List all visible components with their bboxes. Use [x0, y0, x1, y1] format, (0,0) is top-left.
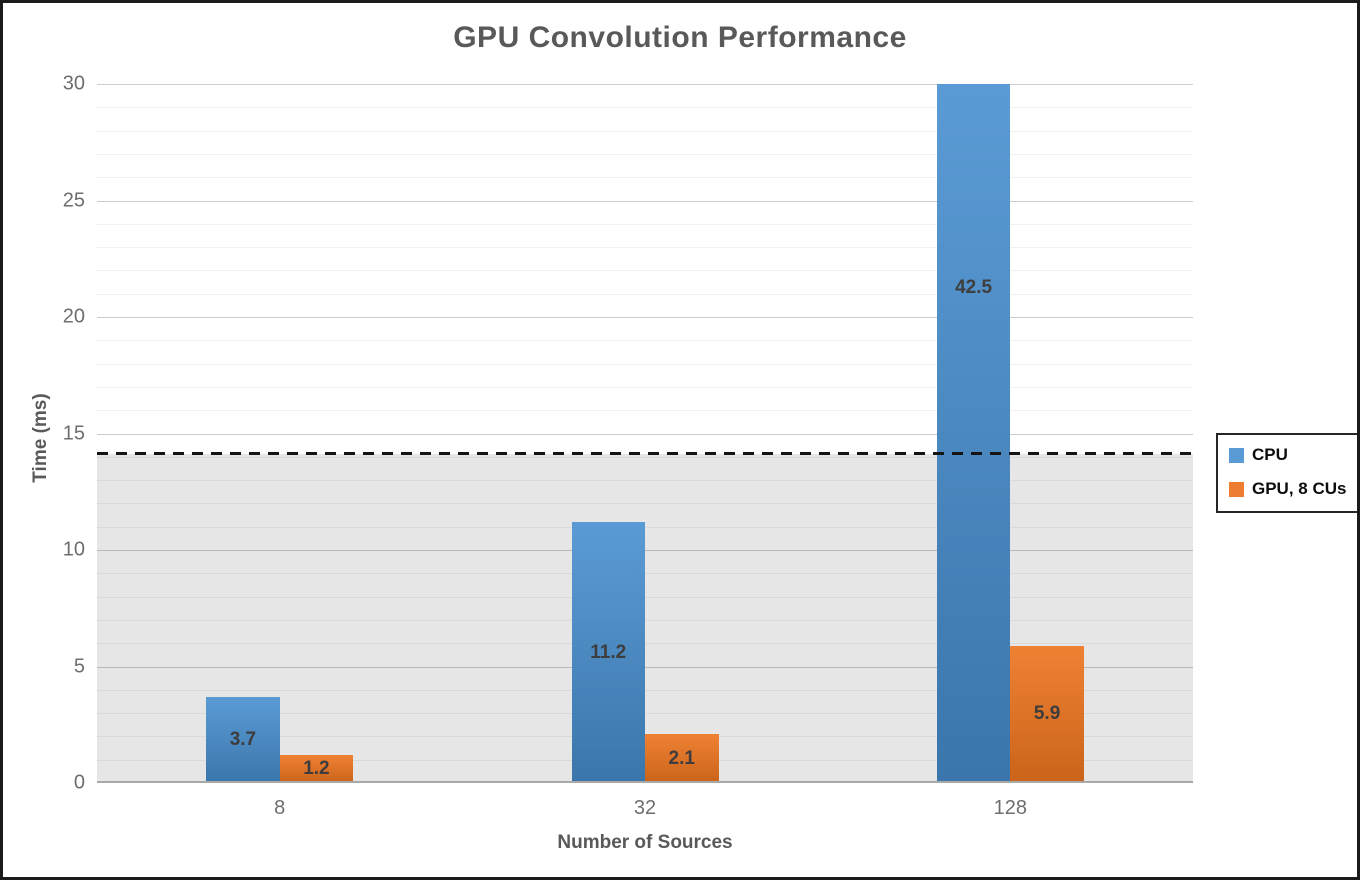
gridline-minor: [97, 107, 1193, 109]
gridline-minor: [97, 177, 1193, 179]
x-axis-line: [97, 781, 1193, 783]
y-axis-title: Time (ms): [30, 393, 51, 483]
bar-gpu-32: [645, 734, 719, 783]
plot-area: 3.7 1.2 11.2 2.1 42.5 5.9: [97, 84, 1193, 783]
gridline-minor: [97, 247, 1193, 249]
bar-value-label: 42.5: [955, 276, 993, 298]
bar-cpu-32: [571, 522, 645, 783]
x-tick-label: 32: [633, 797, 657, 819]
y-tick-label: 0: [73, 771, 85, 794]
y-tick-label: 20: [62, 305, 85, 328]
legend-label-cpu: CPU: [1252, 445, 1288, 464]
gridline-minor: [97, 130, 1193, 132]
bar-gpu-8: [279, 755, 354, 783]
gridline-major: [97, 317, 1193, 318]
bar-gpu-128: [1010, 645, 1084, 783]
x-axis-title: Number of Sources: [557, 832, 733, 853]
y-tick-label: 15: [62, 422, 85, 444]
bar-value-label: 1.2: [303, 758, 330, 780]
gridline-major: [97, 666, 1193, 668]
gridline-minor: [97, 619, 1193, 621]
gridline-minor: [97, 340, 1193, 342]
gridline-minor: [97, 270, 1193, 272]
gridline-minor: [97, 363, 1193, 365]
gridline-major: [97, 200, 1193, 202]
y-tick-label: 30: [62, 72, 85, 95]
gridline-major: [97, 433, 1193, 435]
y-tick-label: 10: [62, 538, 85, 561]
bar-value-label: 3.7: [229, 728, 257, 750]
y-tick-label: 5: [73, 655, 85, 677]
gridline-minor: [97, 410, 1193, 412]
cpu-swatch-icon: [1229, 447, 1244, 463]
gridline-minor: [97, 480, 1193, 482]
gridline-minor: [97, 713, 1193, 715]
gridline-minor: [97, 526, 1193, 528]
y-tick-label: 25: [62, 189, 85, 211]
bar-value-label: 5.9: [1033, 703, 1061, 725]
legend-item-cpu: CPU: [1229, 445, 1346, 465]
bar-value-label: 11.2: [590, 641, 627, 663]
gridline-minor: [97, 386, 1193, 388]
gridline-minor: [97, 503, 1193, 505]
chart-title: GPU Convolution Performance: [453, 21, 907, 54]
x-tick-label: 128: [993, 797, 1028, 819]
x-tick-label: 8: [274, 797, 286, 819]
legend: CPU GPU, 8 CUs: [1216, 433, 1357, 513]
legend-label-gpu: GPU, 8 CUs: [1252, 479, 1347, 498]
gridline-minor: [97, 153, 1193, 155]
gridline-major: [97, 550, 1193, 551]
threshold-dashed-line: [97, 452, 1193, 456]
bar-value-label: 2.1: [668, 747, 695, 769]
gpu-swatch-icon: [1229, 481, 1244, 497]
gridline-minor: [97, 643, 1193, 645]
bar-cpu-8: [206, 696, 280, 783]
bar-cpu-128: [936, 84, 1011, 783]
gridline-minor: [97, 293, 1193, 295]
gridline-minor: [97, 689, 1193, 691]
gridline-minor: [97, 456, 1193, 458]
gridline-minor: [97, 573, 1193, 575]
gridline-minor: [97, 596, 1193, 598]
gridline-major: [97, 84, 1193, 85]
legend-item-gpu: GPU, 8 CUs: [1229, 479, 1346, 499]
gridline-minor: [97, 223, 1193, 225]
